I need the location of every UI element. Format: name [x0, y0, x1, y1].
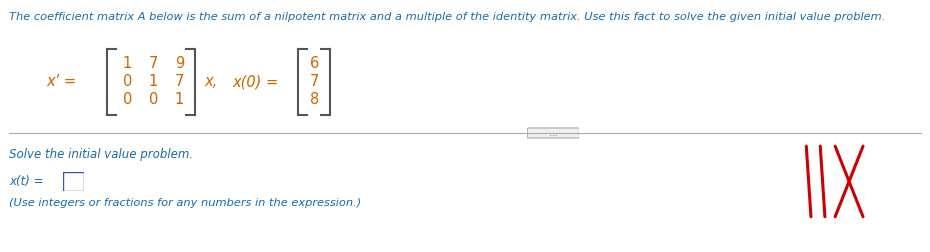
Text: 7: 7 — [310, 75, 319, 89]
Text: ...: ... — [549, 129, 558, 138]
Text: 0: 0 — [123, 92, 132, 108]
Text: 1: 1 — [149, 75, 158, 89]
Text: (Use integers or fractions for any numbers in the expression.): (Use integers or fractions for any numbe… — [9, 198, 362, 208]
FancyBboxPatch shape — [527, 128, 579, 138]
Text: 1: 1 — [175, 92, 184, 108]
Text: x(0) =: x(0) = — [232, 75, 279, 89]
Text: Solve the initial value problem.: Solve the initial value problem. — [9, 148, 193, 161]
Text: The coefficient matrix A below is the sum of a nilpotent matrix and a multiple o: The coefficient matrix A below is the su… — [9, 12, 885, 22]
Text: 7: 7 — [149, 56, 158, 72]
Text: 9: 9 — [175, 56, 184, 72]
Text: 1: 1 — [123, 56, 132, 72]
Text: 0: 0 — [149, 92, 158, 108]
Text: 8: 8 — [310, 92, 319, 108]
Text: 0: 0 — [123, 75, 132, 89]
Text: x(t) =: x(t) = — [9, 175, 44, 188]
Text: x’ =: x’ = — [46, 75, 76, 89]
Text: 6: 6 — [310, 56, 319, 72]
FancyBboxPatch shape — [63, 172, 84, 191]
Text: 7: 7 — [175, 75, 184, 89]
Text: x,: x, — [205, 75, 218, 89]
